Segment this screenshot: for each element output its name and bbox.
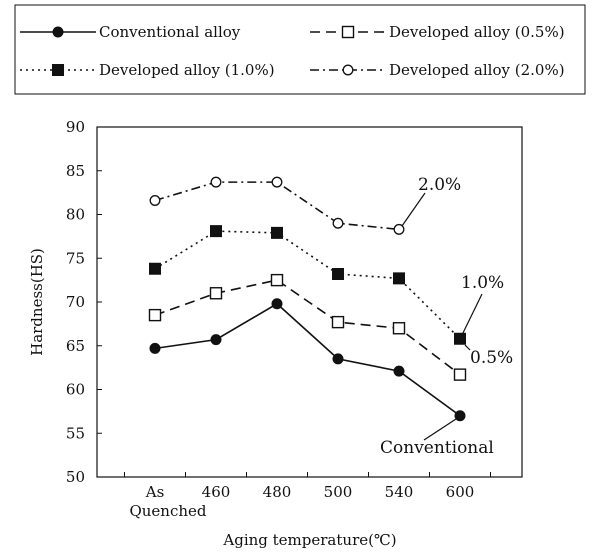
series-1	[148, 273, 467, 381]
data-point	[331, 315, 345, 329]
legend-swatch-marker	[52, 64, 64, 76]
annotation-leader-line	[464, 344, 471, 351]
data-point	[149, 342, 161, 354]
data-point	[332, 217, 344, 229]
annotation-label: 1.0%	[461, 273, 504, 293]
annotation-callout: 1.0%	[461, 273, 504, 336]
data-point	[454, 410, 466, 422]
annotation-leader-line	[423, 418, 457, 441]
legend-swatch-marker	[341, 25, 355, 39]
data-point	[210, 225, 222, 238]
x-tick-label: 480	[263, 483, 292, 501]
legend-entry: Conventional alloy	[20, 23, 241, 41]
data-point	[271, 176, 283, 188]
x-tick-label: 600	[446, 483, 475, 501]
y-tick-label: 65	[66, 337, 85, 355]
data-point	[149, 262, 161, 275]
data-point	[271, 298, 283, 310]
legend-swatch-marker	[52, 26, 64, 38]
annotation-label: 2.0%	[418, 175, 461, 195]
data-point	[210, 176, 222, 188]
annotations: Conventional 0.5% 1.0% 2.0%	[380, 175, 513, 458]
x-tick-label: 540	[385, 483, 414, 501]
x-tick-label: 460	[202, 483, 231, 501]
legend-label: Developed alloy (2.0%)	[389, 61, 565, 79]
legend-entry: Developed alloy (1.0%)	[20, 61, 275, 79]
legend: Conventional alloy Developed alloy (0.5%)…	[14, 4, 586, 95]
legend-entry: Developed alloy (0.5%)	[310, 23, 565, 41]
series-0	[149, 298, 466, 422]
legend-entry: Developed alloy (2.0%)	[310, 61, 565, 79]
data-point	[393, 365, 405, 377]
x-tick-label-line: Quenched	[129, 502, 206, 520]
data-point	[454, 332, 466, 345]
y-tick-label: 70	[66, 293, 85, 311]
data-point	[270, 273, 284, 287]
data-point	[210, 334, 222, 346]
data-point	[392, 322, 406, 335]
data-point	[271, 226, 283, 239]
y-tick-label: 85	[66, 162, 85, 180]
series-line	[154, 230, 461, 340]
annotation-label: Conventional	[380, 438, 494, 458]
legend-label: Developed alloy (1.0%)	[99, 61, 275, 79]
legend-label: Conventional alloy	[99, 23, 241, 41]
x-tick-label: 500	[324, 483, 353, 501]
x-axis-title: Aging temperature(℃)	[222, 531, 396, 549]
series-3	[149, 176, 405, 235]
x-tick-label: As Quenched	[129, 483, 206, 520]
annotation-callout: Conventional	[380, 418, 494, 458]
annotation-callout: 0.5%	[464, 344, 513, 368]
data-point	[209, 287, 223, 300]
data-point	[332, 268, 344, 280]
data-point	[393, 223, 405, 235]
y-tick-label: 55	[66, 424, 85, 442]
legend-frame	[14, 4, 586, 95]
data-point	[393, 272, 405, 285]
y-tick-label: 75	[66, 249, 85, 267]
series-layer	[148, 176, 467, 422]
annotation-leader-line	[401, 192, 426, 227]
data-point	[148, 308, 162, 322]
series-line	[154, 279, 461, 376]
y-tick-label: 90	[66, 118, 85, 136]
y-tick-label: 80	[66, 206, 85, 224]
annotation-callout: 2.0%	[401, 175, 461, 227]
data-point	[149, 195, 161, 206]
series-line	[154, 302, 461, 417]
y-axis-title: Hardness(HS)	[28, 248, 46, 356]
legend-label: Developed alloy (0.5%)	[389, 23, 565, 41]
series-line	[154, 181, 400, 231]
data-point	[453, 368, 467, 381]
data-point	[332, 353, 344, 365]
series-2	[149, 225, 466, 345]
legend-swatch-marker	[342, 64, 354, 76]
annotation-label: 0.5%	[470, 348, 513, 368]
x-tick-label-line: As	[145, 483, 165, 501]
y-tick-label: 60	[66, 381, 85, 399]
annotation-leader-line	[461, 293, 483, 336]
y-tick-label: 50	[66, 468, 85, 486]
